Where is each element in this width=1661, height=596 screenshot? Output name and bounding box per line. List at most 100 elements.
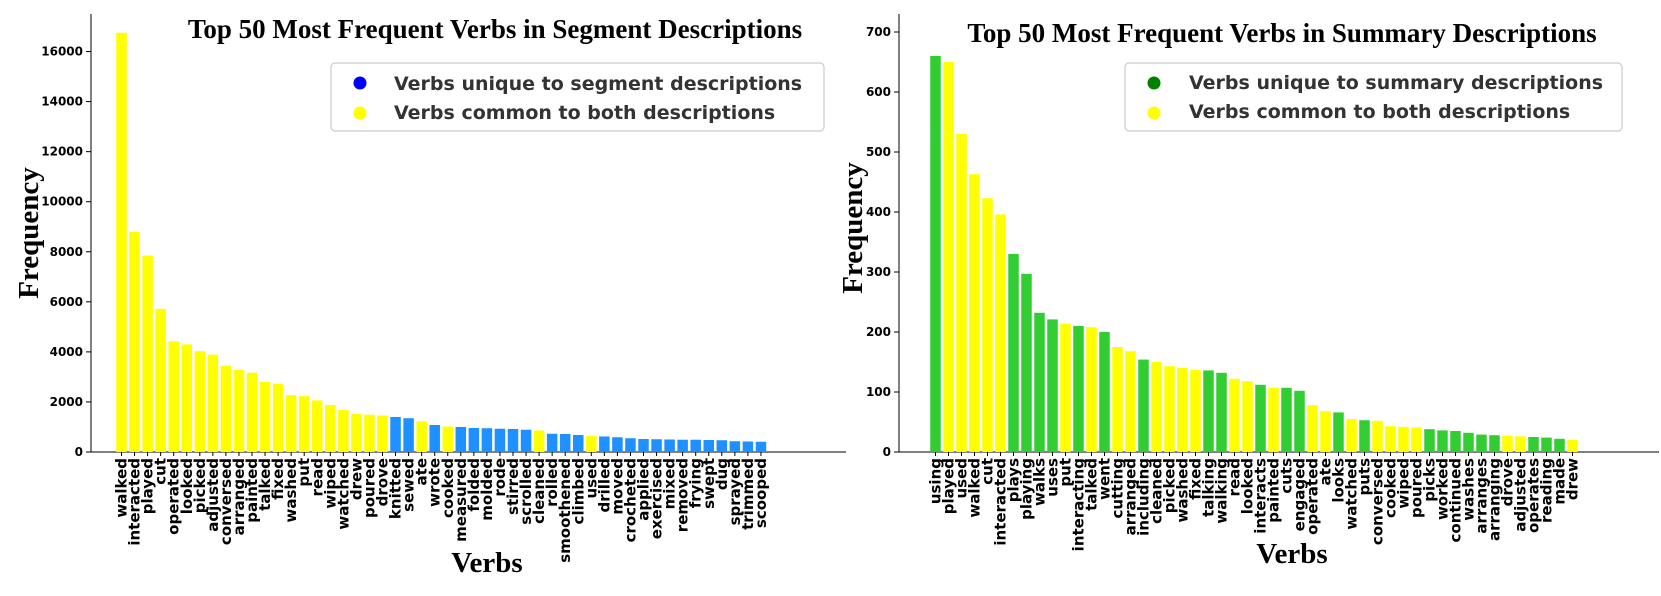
bar-climbed: [573, 434, 584, 452]
legend: Verbs unique to summary descriptions Ver…: [1124, 62, 1623, 132]
legend-marker-common: [1147, 106, 1161, 120]
bar-read: [1229, 378, 1240, 452]
x-tick-label-engaged: engaged: [1291, 458, 1309, 531]
bar-molded: [481, 428, 493, 452]
bar-rode: [494, 428, 506, 452]
x-tick-label-crocheted: crocheted: [621, 458, 639, 542]
y-tick-label: 600: [866, 85, 891, 99]
x-tick-label-talked: talked: [1083, 458, 1101, 511]
x-tick-label-climbed: climbed: [569, 458, 587, 524]
x-tick-label-picks: picks: [1421, 458, 1439, 502]
bar-cutting: [1112, 347, 1123, 452]
x-tick-label-conversed: conversed: [217, 458, 235, 545]
bar-picked: [1164, 366, 1175, 452]
bar-fixed: [1190, 369, 1201, 452]
x-tick-label-interacted: interacted: [992, 458, 1010, 546]
bar-puts: [1359, 420, 1370, 452]
x-tick-label-dug: dug: [713, 458, 731, 490]
bar-interacted: [995, 214, 1006, 452]
bar-used: [586, 435, 597, 452]
y-tick-label: 6000: [50, 295, 83, 309]
x-tick-label-watched: watched: [1343, 458, 1361, 530]
bar-moved: [612, 437, 623, 452]
x-axis-label: Verbs: [451, 547, 522, 579]
x-tick-label-sprayed: sprayed: [726, 458, 744, 525]
bar-including: [1138, 359, 1149, 452]
bar-picked: [194, 351, 206, 452]
x-tick-label-applied: applied: [635, 458, 653, 521]
bar-operated: [1307, 405, 1318, 452]
x-tick-label-drew: drew: [1564, 458, 1582, 500]
x-tick-label-poured: poured: [360, 458, 378, 518]
y-tick-label: 8000: [50, 245, 83, 259]
x-tick-label-painted: painted: [1265, 458, 1283, 523]
x-tick-label-continued: continued: [1447, 458, 1465, 542]
bar-cut: [155, 308, 166, 452]
legend-label-common: Verbs common to both descriptions: [1189, 101, 1570, 123]
x-tick-label-trimmed: trimmed: [739, 458, 757, 530]
y-tick-label: 0: [883, 445, 891, 459]
bar-drew: [351, 413, 362, 452]
chart-title: Top 50 Most Frequent Verbs in Summary De…: [967, 18, 1596, 48]
bar-played: [943, 62, 954, 452]
y-tick-label: 700: [866, 25, 891, 39]
x-tick-label-made: made: [1551, 458, 1569, 505]
bar-knitted: [390, 416, 401, 452]
bar-worked: [1437, 430, 1448, 452]
y-tick-label: 10000: [41, 195, 83, 209]
bar-cut: [982, 198, 993, 452]
x-tick-label-poured: poured: [1408, 458, 1426, 518]
bars: [930, 56, 1578, 452]
x-tick-label-stirred: stirred: [504, 458, 522, 515]
x-tick-label-talking: talking: [1200, 458, 1218, 517]
x-tick-label-worked: worked: [1434, 458, 1452, 520]
bar-rolled: [546, 433, 558, 452]
bar-folded: [468, 427, 480, 452]
x-tick-label-looks: looks: [1330, 458, 1348, 503]
bar-using: [930, 56, 941, 452]
bar-uses: [1047, 319, 1058, 452]
x-tick-label-folded: folded: [465, 458, 483, 512]
x-tick-label-playing: playing: [1018, 458, 1036, 520]
bar-trimmed: [742, 441, 754, 452]
y-ticks: 0 100 200 300 400 500 600 700: [866, 25, 899, 459]
x-tick-label-fixed: fixed: [1187, 458, 1205, 500]
x-tick-label-adjusted: adjusted: [1512, 458, 1530, 532]
bar-picks: [1424, 429, 1435, 452]
x-tick-label-wiped: wiped: [1395, 458, 1413, 509]
x-tick-label-drove: drove: [374, 458, 392, 506]
x-tick-label-put: put: [1057, 458, 1075, 487]
bar-operates: [1528, 437, 1539, 452]
x-tick-label-walked: walked: [966, 458, 984, 518]
x-tick-label-cleaned: cleaned: [530, 458, 548, 524]
x-tick-label-frying: frying: [687, 458, 705, 508]
bar-applied: [638, 438, 649, 452]
legend-label-unique: Verbs unique to summary descriptions: [1189, 72, 1603, 94]
x-tick-label-scooped: scooped: [752, 458, 770, 528]
bar-ate: [416, 421, 427, 452]
x-axis-label: Verbs: [1256, 538, 1327, 570]
bar-adjusted: [207, 354, 219, 452]
legend-label-common: Verbs common to both descriptions: [394, 102, 775, 124]
y-tick-label: 300: [866, 265, 891, 279]
x-tick-label-picked: picked: [191, 458, 209, 513]
bar-arranged: [1125, 351, 1136, 452]
x-tick-label-used: used: [582, 458, 600, 499]
x-tick-label-cut: cut: [152, 458, 170, 485]
x-tick-label-scrolled: scrolled: [517, 458, 535, 525]
legend-box: [1124, 62, 1623, 132]
bar-walking: [1216, 372, 1227, 452]
bar-fixed: [272, 383, 284, 452]
bar-used: [956, 134, 967, 452]
bar-adjusted: [1515, 436, 1526, 452]
x-tick-label-looked: looked: [178, 458, 196, 514]
bar-sewed: [403, 418, 414, 452]
bar-playing: [1021, 273, 1032, 452]
bars: [116, 32, 767, 453]
x-tick-label-watched: watched: [334, 458, 352, 530]
bar-swept: [703, 439, 714, 452]
y-axis-label: Frequency: [13, 167, 45, 299]
bar-walked: [116, 32, 127, 453]
y-tick-label: 100: [866, 385, 891, 399]
bar-made: [1554, 438, 1565, 452]
